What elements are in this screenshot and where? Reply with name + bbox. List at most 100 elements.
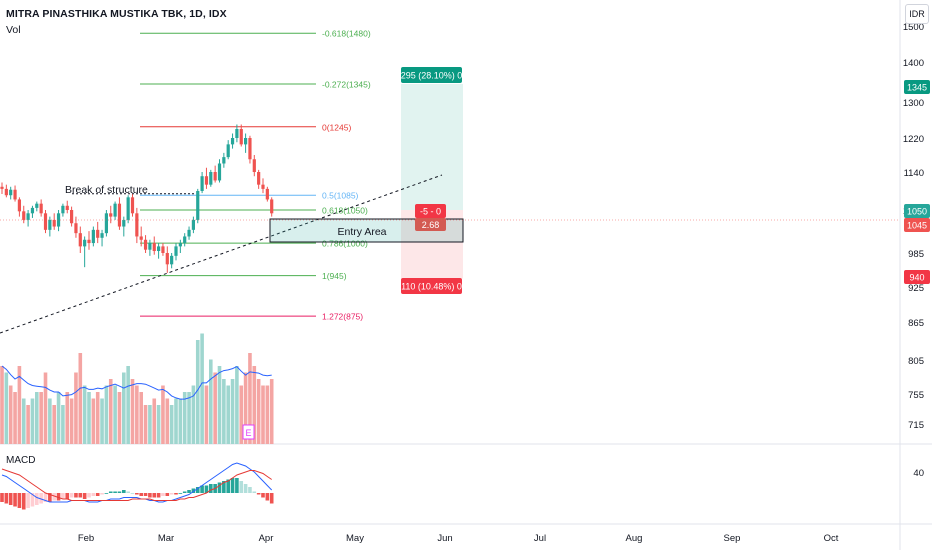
chart-header: MITRA PINASTHIKA MUSTIKA TBK, 1D, IDX Vo… [6,8,227,36]
volume-bar [130,379,135,444]
time-tick-label: Jun [437,533,452,544]
target-zone [401,84,463,210]
volume-bar [161,385,165,444]
volume-bar [104,385,109,444]
time-tick-label: Jul [534,533,546,544]
candle-body [13,189,17,200]
macd-histogram-bar [13,493,17,507]
price-tick-label: 755 [908,390,924,401]
macd-histogram-bar [8,493,13,505]
macd-histogram-bar [104,493,109,494]
candle-body [261,184,265,189]
macd-histogram-bar [52,493,56,501]
volume-bar [230,379,235,444]
volume-bar [52,405,56,444]
macd-histogram-bar [87,493,91,498]
candle-body [4,188,8,196]
volume-bar [100,398,104,444]
candle-body [109,213,113,217]
fib-label: 0.5(1085) [322,191,359,201]
price-tag-target-bg [904,80,930,94]
price-tag-target: 1345 [907,83,927,93]
candle-body [200,176,204,191]
volume-bar [126,366,130,444]
volume-bar [191,385,196,444]
candle-body [65,205,69,210]
time-tick-label: Feb [78,533,94,544]
risk-reward-ratio-label: 2.68 [422,220,440,230]
macd-histogram-bar [174,493,178,495]
macd-histogram-bar [152,493,157,498]
macd-line [1,462,273,503]
price-tick-label: 925 [908,283,924,294]
macd-histogram-bar [0,493,4,502]
target-label: 295 (28.10%) 0 [401,71,463,81]
macd-pane [0,462,274,510]
candle-body [130,197,135,214]
earnings-marker-label: E [245,428,251,438]
macd-histogram-bar [204,485,209,493]
candle-body [152,243,156,252]
volume-bar [248,353,252,444]
macd-label: MACD [6,455,36,466]
candle-body [96,229,100,238]
candle-body [270,199,274,214]
macd-histogram-bar [200,485,204,493]
volume-bar [165,398,170,444]
candle-body [122,219,126,227]
candle-body [143,239,148,250]
macd-histogram-bar [117,491,122,493]
trendline [0,174,443,334]
volume-bar [265,385,270,444]
macd-histogram-bar [261,493,265,498]
volume-bar [26,405,30,444]
volume-bar [82,385,87,444]
macd-histogram-bar [156,493,161,498]
candle-body [187,229,191,237]
macd-histogram-bar [17,493,22,508]
volume-bar [61,405,65,444]
macd-tick-label: 40 [913,468,924,479]
price-tag-stop-bg [904,270,930,284]
volume-bar [56,392,61,444]
macd-histogram-bar [21,493,26,510]
entry-area-label: Entry Area [337,226,386,238]
fib-label: 0.786(1000) [322,239,368,249]
fib-label: -0.272(1345) [322,80,371,90]
macd-histogram-bar [165,493,170,496]
fib-label: 1(945) [322,271,347,281]
volume-bar [204,385,209,444]
symbol-title: MITRA PINASTHIKA MUSTIKA TBK, 1D, IDX [6,8,227,20]
time-tick-label: Sep [724,533,741,544]
macd-histogram-bar [35,493,39,505]
candle-body [257,172,261,185]
candle-body [217,163,222,181]
volume-bar [122,372,126,444]
volume-bar [239,385,244,444]
candle-body [113,203,117,217]
macd-histogram-bar [130,493,135,494]
macd-histogram-bar [235,478,239,493]
currency-label[interactable]: IDR [905,4,929,24]
macd-histogram-bar [230,478,235,493]
macd-histogram-bar [209,484,213,493]
macd-histogram-bar [226,479,230,493]
volume-bar [17,366,22,444]
volume-bar [269,379,274,444]
time-tick-label: Apr [259,533,274,544]
candle-body [104,213,108,234]
volume-bar [156,405,161,444]
candle-body [39,203,43,214]
macd-histogram-bar [30,493,35,507]
candle-body [204,176,209,185]
volume-bar [209,359,213,444]
price-tag-stop: 940 [909,273,924,283]
candle-body [0,186,4,189]
candle-body [91,229,95,244]
time-tick-label: May [346,533,364,544]
stop-label-bg [401,278,462,294]
price-tick-label: 985 [908,249,924,260]
candle-body [196,191,200,220]
candle-body [70,210,74,224]
